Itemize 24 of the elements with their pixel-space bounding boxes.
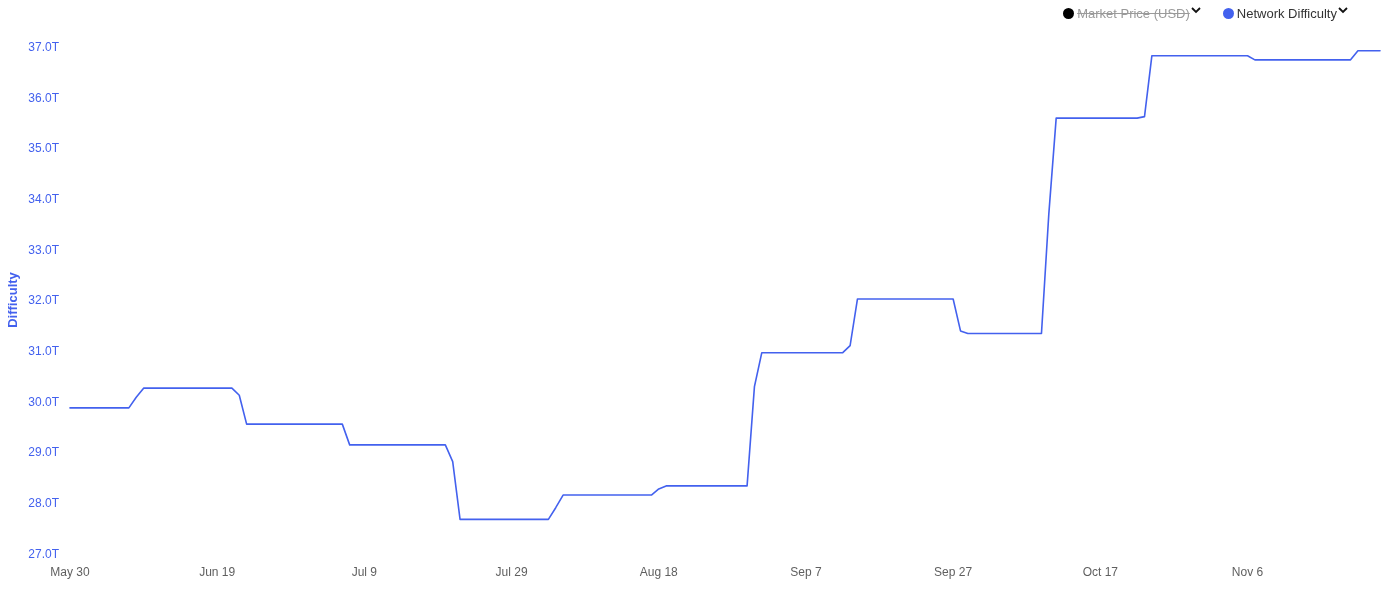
x-tick-label: May 30 xyxy=(50,565,90,579)
y-tick-label: 30.0T xyxy=(28,394,60,409)
x-tick-label: Jun 19 xyxy=(199,565,236,579)
line-series xyxy=(69,49,1381,521)
y-tick-label: 32.0T xyxy=(28,293,60,308)
x-tick-label: Aug 18 xyxy=(639,565,679,579)
y-tick-label: 37.0T xyxy=(28,39,60,54)
y-axis-title: Difficulty xyxy=(5,271,20,328)
y-tick-label: 34.0T xyxy=(28,191,60,206)
x-tick-label: Sep 27 xyxy=(934,565,973,579)
x-tick-label: Jul 29 xyxy=(495,565,528,579)
y-tick-label: 36.0T xyxy=(28,90,60,105)
y-tick-label: 27.0T xyxy=(28,546,60,561)
legend-label: Network Difficulty xyxy=(1236,6,1337,21)
y-tick-label: 29.0T xyxy=(28,445,60,460)
x-tick-label: Sep 7 xyxy=(790,565,822,579)
legend-label: Market Price (USD) xyxy=(1077,6,1190,21)
y-tick-label: 31.0T xyxy=(28,343,60,358)
y-tick-label: 28.0T xyxy=(28,495,60,510)
y-tick-label: 35.0T xyxy=(28,141,60,156)
y-tick-label: 33.0T xyxy=(28,242,60,257)
x-tick-label: Jul 9 xyxy=(351,565,378,579)
x-tick-label: Nov 6 xyxy=(1231,565,1264,579)
x-tick-label: Oct 17 xyxy=(1082,565,1119,579)
